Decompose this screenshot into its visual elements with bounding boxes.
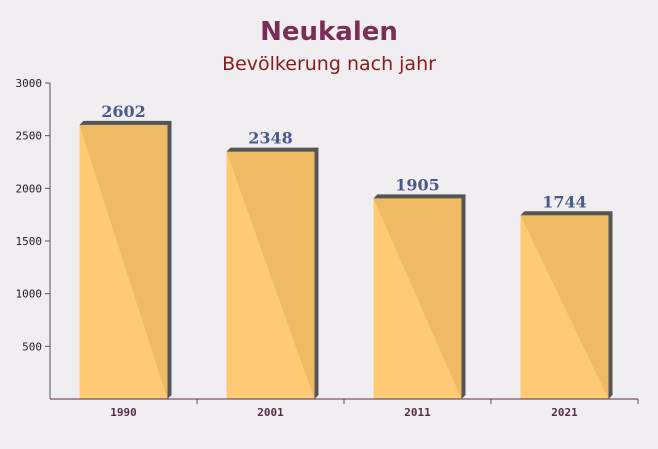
y-tick-label: 1000 (16, 288, 43, 301)
value-label: 2602 (101, 102, 146, 121)
y-tick-label: 3000 (16, 77, 43, 90)
value-label: 1744 (542, 192, 587, 211)
chart-title: Neukalen (260, 17, 398, 47)
y-tick-label: 1500 (16, 235, 43, 248)
x-tick-label: 2001 (257, 406, 284, 419)
y-tick-label: 2000 (16, 182, 43, 195)
x-tick-label: 2011 (404, 406, 431, 419)
chart-subtitle: Bevölkerung nach jahr (222, 53, 436, 75)
y-tick-label: 2500 (16, 130, 43, 143)
value-label: 1905 (395, 175, 440, 194)
bar (79, 124, 168, 399)
x-tick-label: 1990 (110, 406, 137, 419)
bar (226, 151, 315, 399)
value-label: 2348 (248, 129, 293, 148)
x-tick-label: 2021 (551, 406, 578, 419)
bar (373, 198, 462, 399)
y-tick-label: 500 (22, 340, 42, 353)
bar (520, 215, 609, 399)
